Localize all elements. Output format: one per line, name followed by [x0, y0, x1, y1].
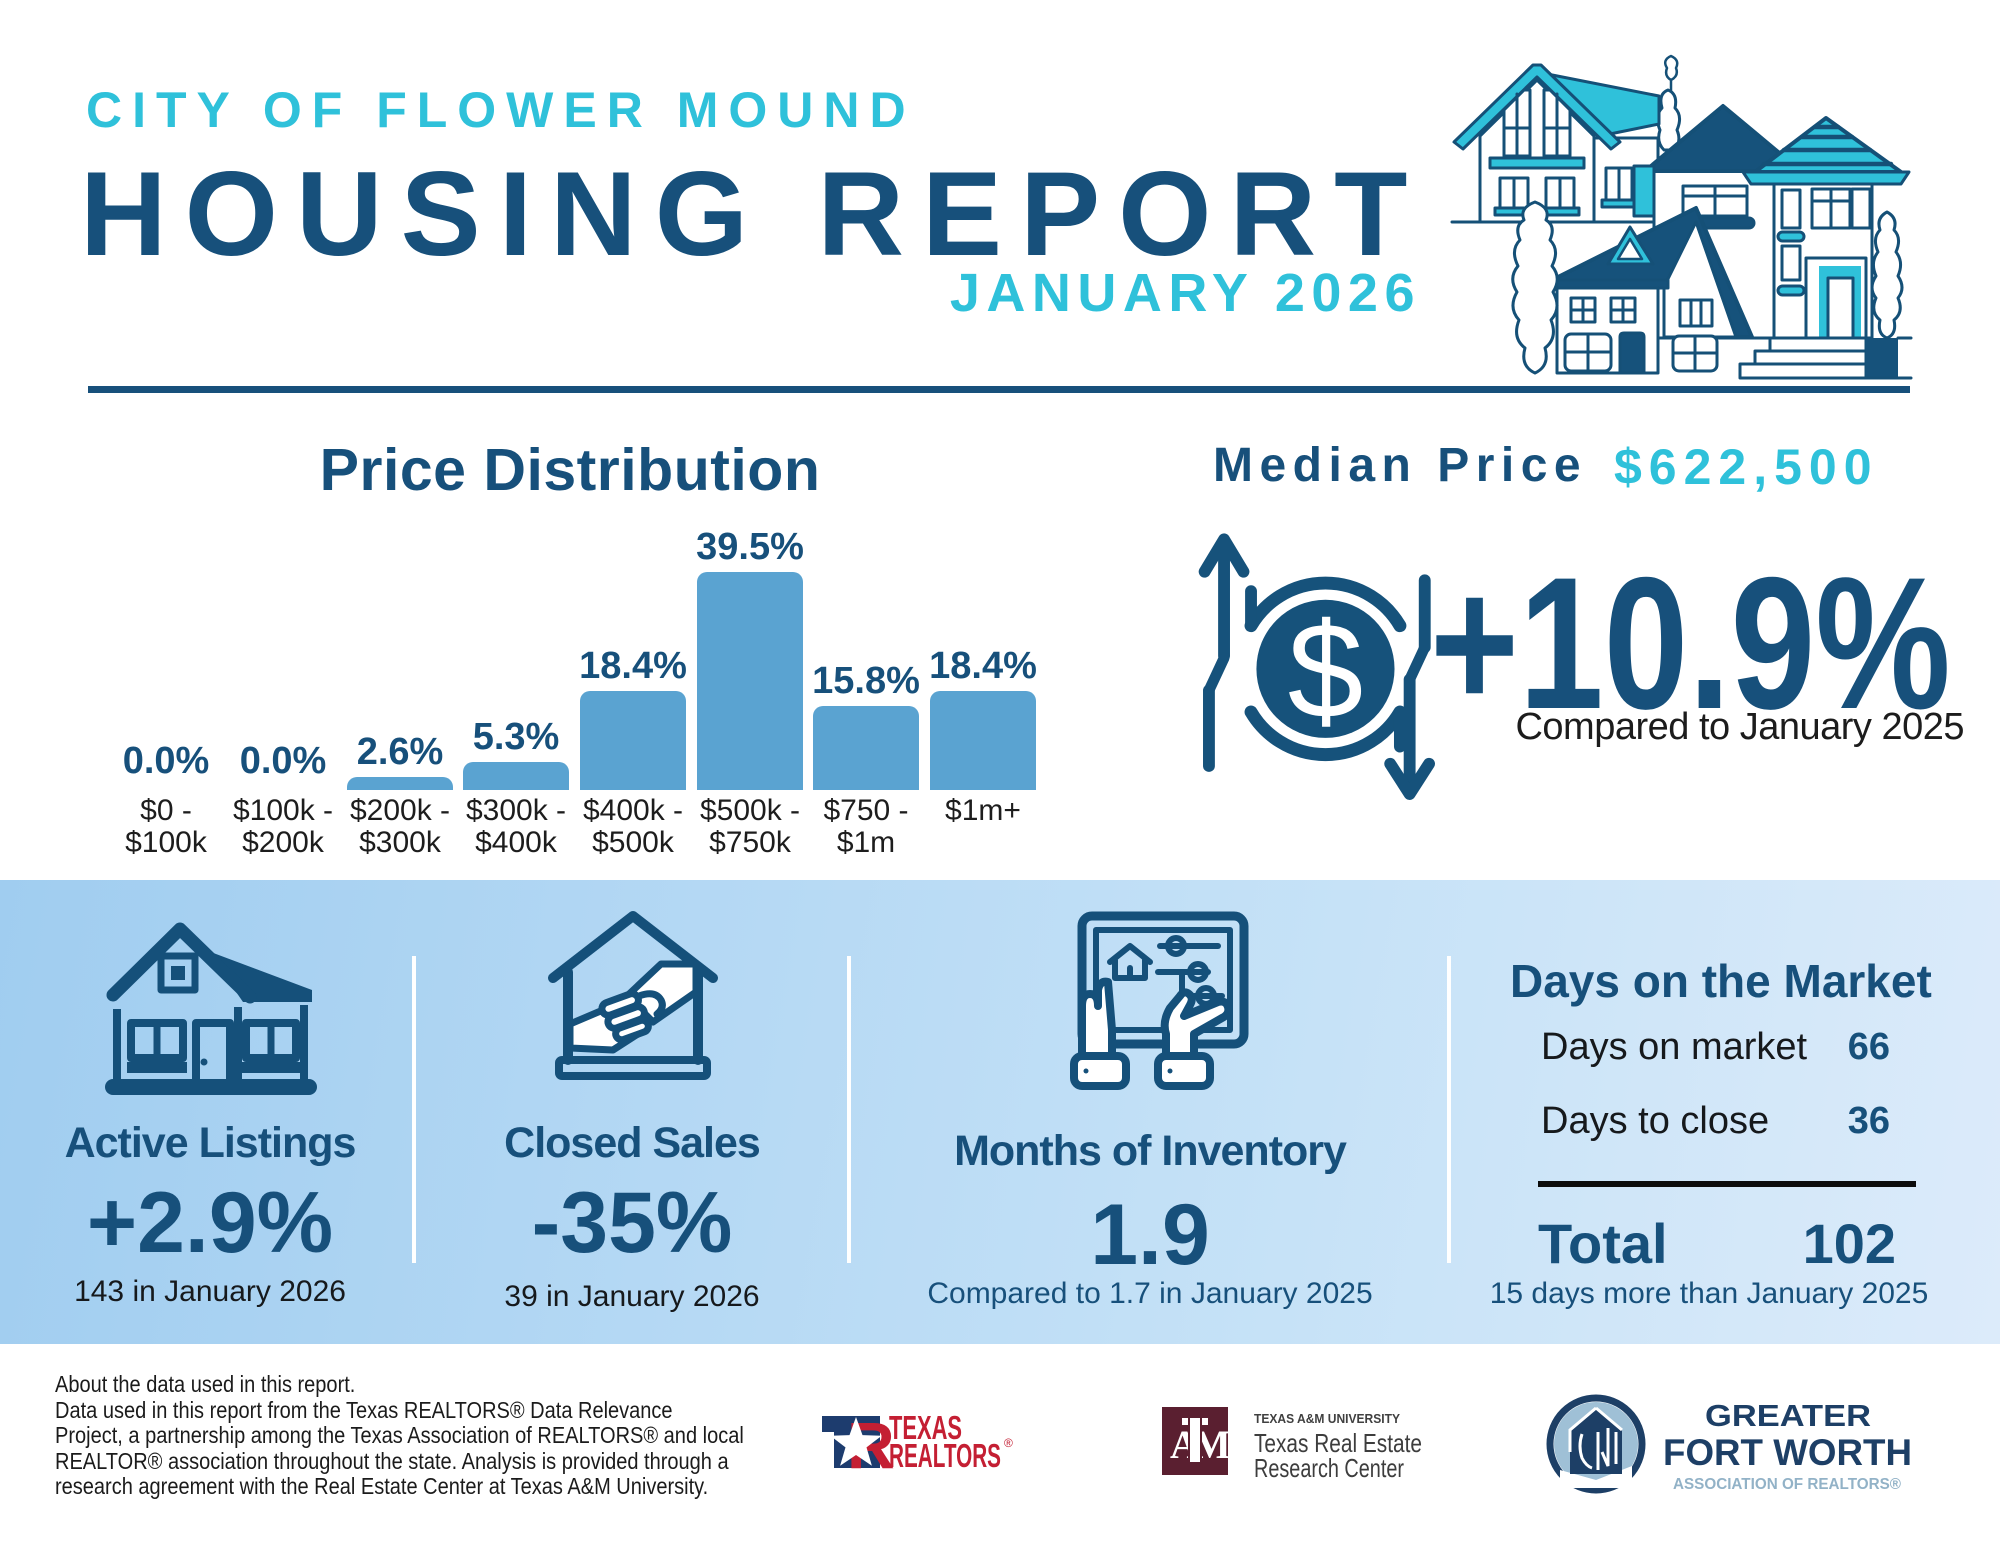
svg-text:TEXAS A&M UNIVERSITY: TEXAS A&M UNIVERSITY [1254, 1411, 1400, 1426]
svg-text:REALTORS: REALTORS [889, 1437, 1001, 1471]
svg-text:$: $ [1288, 594, 1364, 746]
svg-text:ASSOCIATION OF REALTORS®: ASSOCIATION OF REALTORS® [1673, 1476, 1901, 1493]
svg-text:Texas Real Estate: Texas Real Estate [1254, 1428, 1422, 1458]
svg-text:FORT WORTH: FORT WORTH [1663, 1432, 1912, 1473]
svg-text:®: ® [1004, 1436, 1013, 1450]
svg-text:Research Center: Research Center [1254, 1453, 1404, 1479]
svg-text:GREATER: GREATER [1705, 1398, 1871, 1433]
svg-text:TEXAS: TEXAS [889, 1409, 962, 1446]
